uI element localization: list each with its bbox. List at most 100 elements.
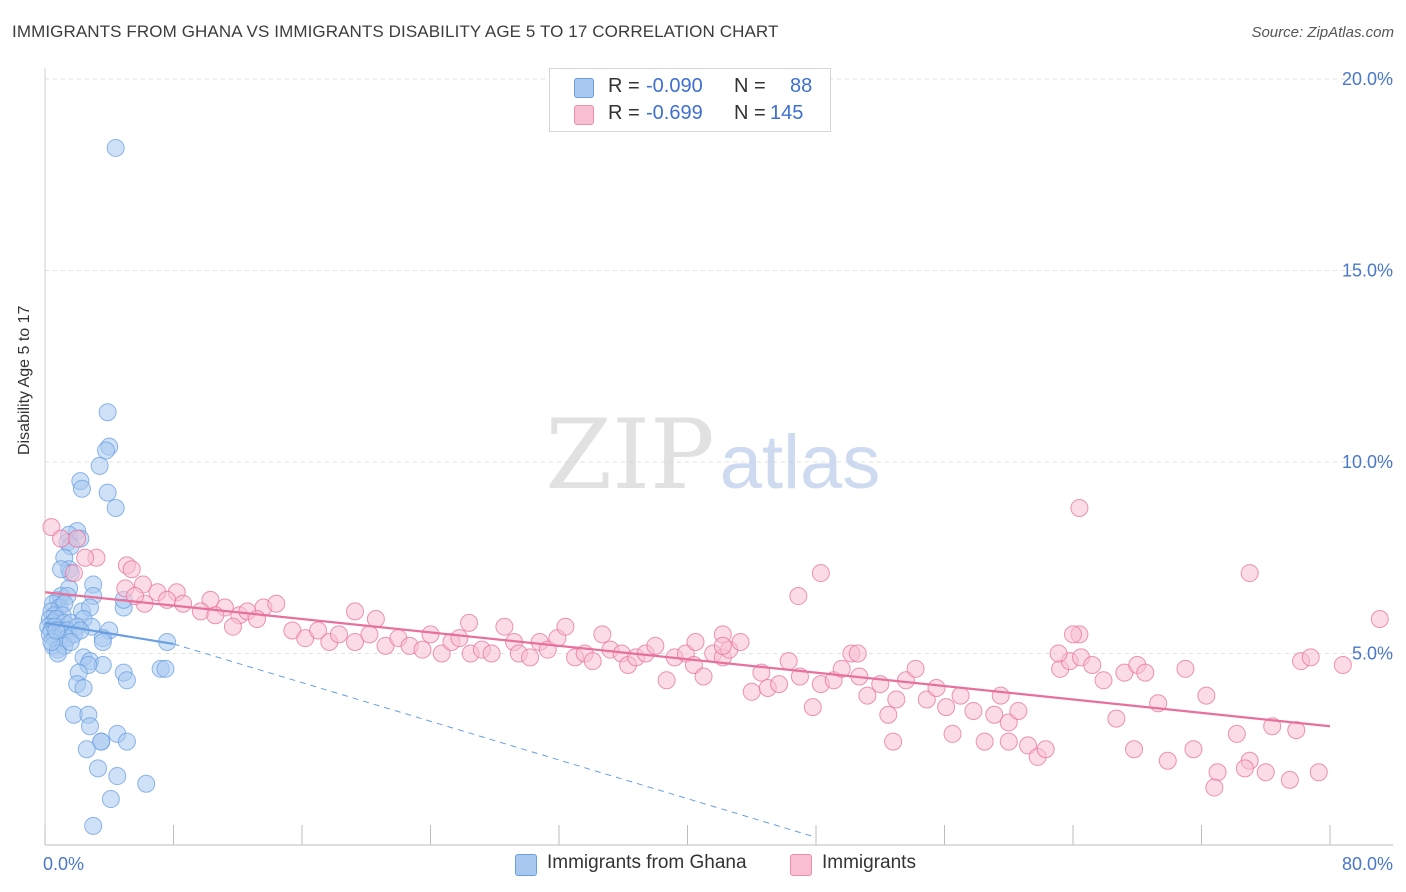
bottom-legend-swatch-immigrants	[790, 854, 812, 876]
immigrants-point	[1197, 686, 1216, 705]
immigrants-point	[267, 594, 286, 613]
x-tick-label-max: 80.0%	[1342, 854, 1393, 874]
immigrants-point	[694, 667, 713, 686]
legend-r-label: R =	[608, 75, 640, 97]
immigrants-point	[68, 529, 87, 548]
ghana-point	[106, 138, 125, 157]
ghana-point	[117, 671, 136, 690]
y-tick-label: 5.0%	[1352, 644, 1393, 664]
ghana-trend-extension	[173, 643, 817, 838]
immigrants-point	[887, 690, 906, 709]
ghana-point	[77, 740, 96, 759]
immigrants-point	[999, 713, 1018, 732]
immigrants-point	[657, 671, 676, 690]
immigrants-point	[556, 617, 575, 636]
bottom-legend-swatch-ghana	[515, 854, 537, 876]
immigrants-point	[985, 705, 1004, 724]
immigrants-point	[1064, 625, 1082, 644]
immigrants-point	[848, 644, 867, 663]
immigrants-point	[884, 732, 903, 751]
immigrants-point	[1205, 778, 1224, 797]
immigrants-point	[1287, 721, 1306, 740]
immigrants-point	[951, 686, 970, 705]
legend-r-label: R =	[608, 102, 640, 124]
legend-n-label: N =	[734, 75, 766, 97]
immigrants-point	[917, 690, 936, 709]
y-tick-label: 15.0%	[1342, 261, 1393, 281]
immigrants-point	[346, 633, 365, 652]
legend-swatch-ghana	[574, 78, 594, 98]
watermark: ZIP atlas	[545, 399, 880, 511]
immigrants-point	[975, 732, 994, 751]
source-label: Source: ZipAtlas.com	[1251, 24, 1394, 41]
watermark-zip: ZIP	[545, 399, 714, 511]
immigrants-point	[1333, 655, 1352, 674]
immigrants-point	[346, 602, 365, 621]
ghana-point	[98, 483, 117, 502]
immigrants-point	[1240, 564, 1259, 583]
immigrants-point	[1256, 763, 1275, 782]
immigrants-point	[52, 529, 71, 548]
immigrants-point	[1208, 763, 1227, 782]
ghana-trend-line	[44, 621, 174, 646]
immigrants-point	[174, 594, 193, 613]
y-tick-label: 20.0%	[1342, 69, 1393, 89]
correlation-legend: R = -0.090 N = 88 R = -0.699 N = 145	[549, 68, 831, 132]
chart-title: IMMIGRANTS FROM GHANA VS IMMIGRANTS DISA…	[12, 22, 779, 41]
immigrants-point	[927, 678, 946, 697]
immigrants-point	[1235, 759, 1254, 778]
legend-swatch-immigrants	[574, 105, 594, 125]
y-tick-label: 10.0%	[1342, 452, 1393, 472]
immigrants-point	[450, 629, 469, 648]
immigrants-point	[76, 548, 95, 567]
immigrants-point	[879, 705, 898, 724]
ghana-point	[72, 479, 91, 498]
ghana-point	[90, 456, 109, 475]
immigrants-point	[789, 587, 808, 606]
ghana-point	[84, 816, 103, 835]
immigrants-point	[482, 644, 501, 663]
series-immigrants-points	[42, 498, 1389, 797]
immigrants-point	[906, 659, 925, 678]
tick-labels: 5.0% 10.0% 15.0% 20.0% 0.0% 80.0%	[43, 69, 1393, 874]
ghana-point	[101, 790, 120, 809]
immigrants-point	[770, 675, 789, 694]
immigrants-point	[943, 724, 962, 743]
series-ghana-points	[39, 138, 177, 835]
ghana-point	[93, 633, 112, 652]
grid-lines	[45, 78, 1393, 654]
immigrants-point	[803, 698, 822, 717]
immigrants-point	[858, 686, 877, 705]
immigrants-point	[832, 659, 851, 678]
immigrants-point	[713, 636, 732, 655]
immigrants-point	[583, 652, 602, 671]
immigrants-point	[991, 686, 1010, 705]
immigrants-point	[1094, 671, 1113, 690]
ghana-point	[108, 767, 127, 786]
trend-lines	[44, 591, 1331, 838]
immigrants-point	[1009, 701, 1028, 720]
immigrants-point	[1301, 648, 1320, 667]
ghana-point	[137, 774, 156, 793]
immigrants-point	[413, 640, 432, 659]
immigrants-point	[309, 621, 328, 640]
immigrants-point	[495, 617, 514, 636]
immigrants-point	[1049, 644, 1068, 663]
bottom-legend-label-immigrants: Immigrants	[822, 852, 916, 873]
immigrants-point	[122, 560, 141, 579]
immigrants-point	[1176, 659, 1195, 678]
immigrants-point	[1136, 663, 1155, 682]
immigrants-point	[521, 648, 540, 667]
immigrants-point	[1070, 498, 1089, 517]
immigrants-point	[646, 636, 665, 655]
immigrants-point	[1083, 655, 1102, 674]
legend-r-value: -0.090	[646, 75, 703, 97]
axes	[44, 68, 1393, 846]
x-tick-label-min: 0.0%	[43, 854, 84, 874]
immigrants-point	[593, 625, 612, 644]
ghana-point	[92, 732, 111, 751]
immigrants-point	[421, 625, 440, 644]
immigrants-point	[1227, 724, 1246, 743]
immigrants-point	[1184, 740, 1203, 759]
ghana-point	[97, 441, 116, 460]
